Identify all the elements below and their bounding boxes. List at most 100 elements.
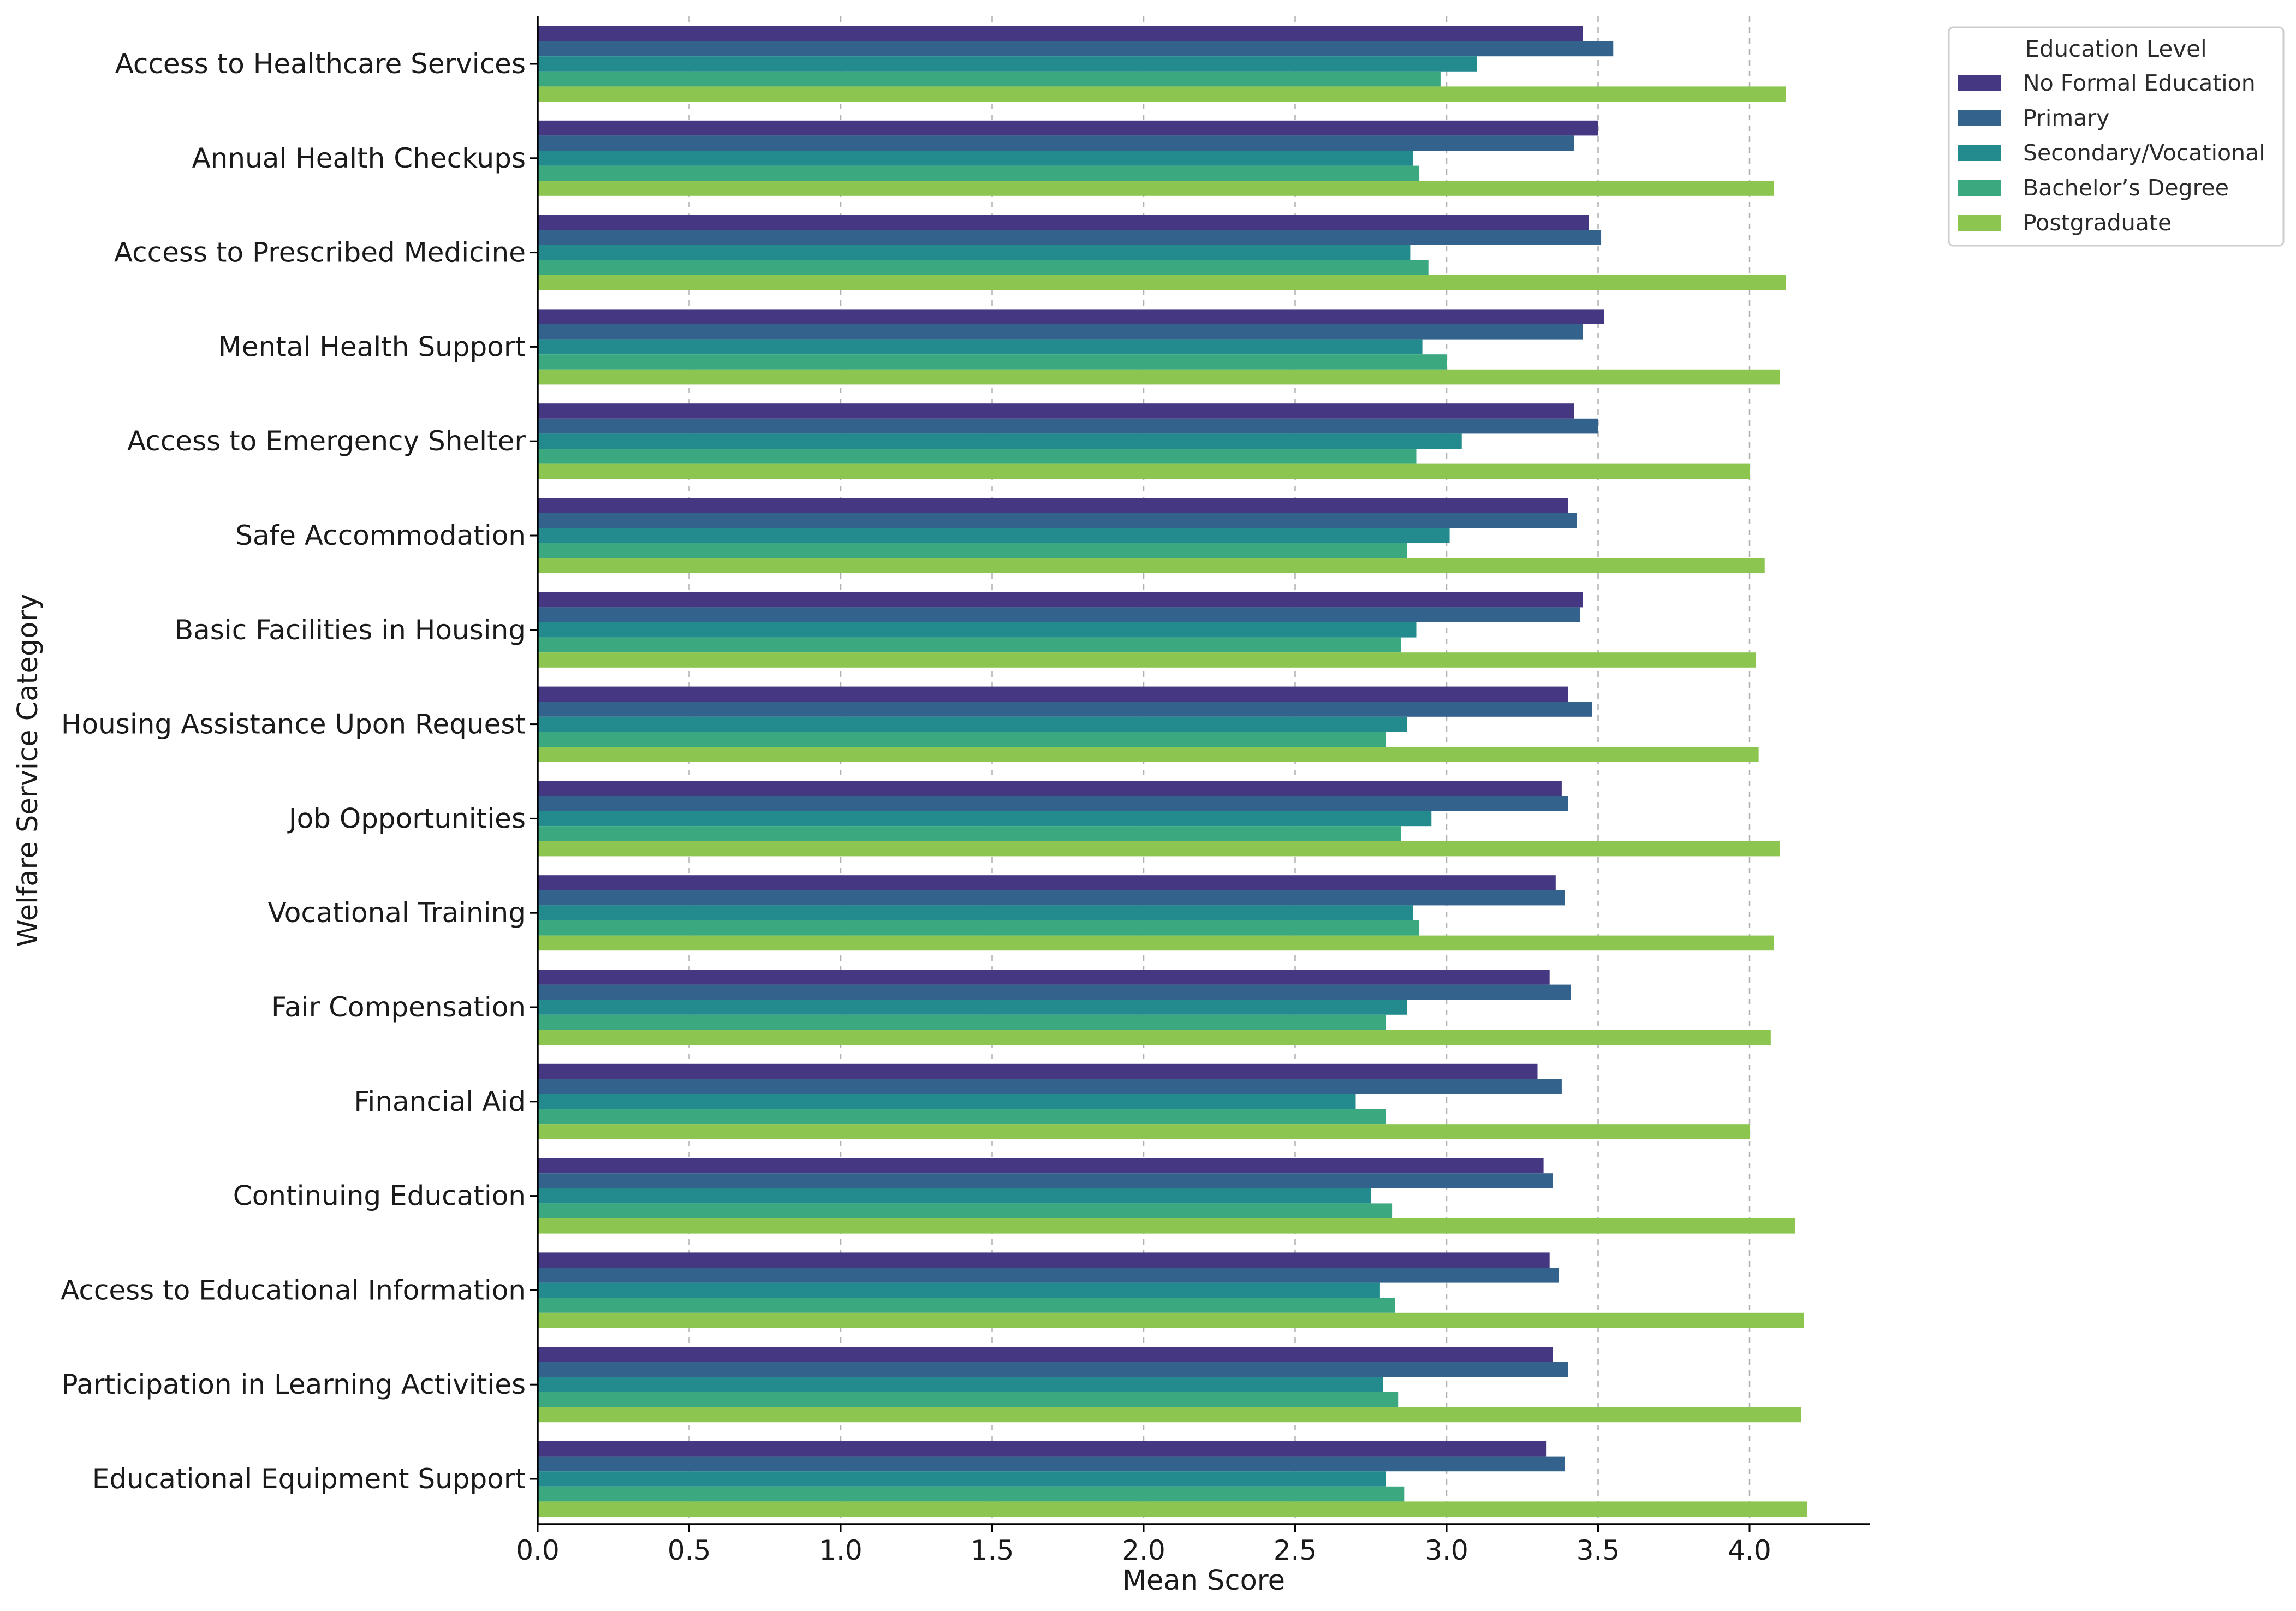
category-group — [538, 970, 1771, 1045]
y-tick-label: Access to Emergency Shelter — [127, 425, 526, 457]
bar — [538, 796, 1568, 811]
x-tick-label: 1.5 — [971, 1535, 1014, 1566]
bar — [538, 984, 1571, 1000]
bar — [538, 26, 1583, 41]
bar — [538, 1188, 1371, 1204]
bar — [538, 1109, 1386, 1125]
bar — [538, 1456, 1565, 1472]
bar — [538, 841, 1780, 857]
axes — [537, 16, 1870, 1525]
bar — [538, 702, 1592, 717]
bar — [538, 528, 1450, 543]
bar — [538, 1501, 1807, 1517]
x-ticks: 0.0 0.5 1.0 1.5 2.0 2.5 3.0 3.5 4.0 — [516, 1524, 1771, 1566]
bar — [538, 135, 1574, 151]
bar — [538, 165, 1420, 181]
bar — [538, 543, 1407, 558]
category-group — [538, 403, 1750, 479]
y-ticks: Access to Healthcare Services Annual Heal… — [61, 48, 538, 1495]
y-tick-label: Access to Healthcare Services — [115, 48, 526, 80]
category-group — [538, 875, 1774, 951]
bar — [538, 1362, 1568, 1377]
bar — [538, 463, 1750, 479]
legend-swatch — [1958, 75, 2001, 91]
legend-title: Education Level — [2025, 35, 2206, 62]
y-tick-label: Housing Assistance Upon Request — [61, 709, 526, 740]
bar — [538, 1471, 1386, 1487]
y-tick-label: Fair Compensation — [271, 991, 526, 1023]
y-tick-label: Educational Equipment Support — [92, 1463, 526, 1495]
category-group — [538, 1347, 1801, 1423]
bar — [538, 935, 1774, 951]
bar — [538, 970, 1550, 985]
bar — [538, 905, 1413, 920]
x-tick-label: 4.0 — [1728, 1535, 1771, 1566]
category-group — [538, 1158, 1795, 1234]
bar — [538, 1173, 1553, 1188]
bar — [538, 181, 1774, 196]
bar — [538, 1347, 1553, 1362]
bars — [538, 26, 1807, 1517]
bar — [538, 230, 1602, 245]
legend-frame — [1948, 26, 2285, 247]
y-tick-label: Vocational Training — [267, 897, 526, 929]
bar — [538, 1486, 1405, 1502]
bar — [538, 1298, 1395, 1313]
bar — [538, 1079, 1562, 1094]
bar — [538, 245, 1411, 260]
x-tick-label: 2.5 — [1274, 1535, 1317, 1566]
category-group — [538, 781, 1780, 857]
category-group — [538, 592, 1756, 668]
bar — [538, 781, 1562, 796]
bar — [538, 369, 1780, 385]
bar — [538, 716, 1407, 732]
y-tick-label: Basic Facilities in Housing — [175, 614, 526, 646]
bar — [538, 151, 1413, 166]
bar — [538, 558, 1765, 573]
y-tick-label: Safe Accommodation — [235, 520, 526, 551]
y-tick-label: Job Opportunities — [287, 802, 526, 834]
x-axis-title: Mean Score — [1122, 1565, 1285, 1597]
bar — [538, 1030, 1771, 1045]
bar — [538, 875, 1556, 890]
bar — [538, 1312, 1804, 1328]
bar — [538, 811, 1432, 827]
bar — [538, 607, 1580, 622]
bar — [538, 56, 1477, 72]
x-tick-label: 1.0 — [819, 1535, 863, 1566]
bar — [538, 354, 1447, 370]
bar — [538, 1392, 1399, 1407]
bar — [538, 890, 1565, 906]
x-tick-label: 3.0 — [1425, 1535, 1468, 1566]
bar — [538, 120, 1598, 136]
bar — [538, 622, 1417, 638]
bar — [538, 418, 1598, 434]
y-tick-label: Access to Prescribed Medicine — [114, 237, 526, 269]
bar — [538, 324, 1583, 340]
legend-swatch — [1958, 215, 2001, 231]
bar — [538, 1407, 1801, 1423]
bar — [538, 920, 1420, 936]
category-group — [538, 1441, 1807, 1517]
legend-label: Secondary/Vocational — [2023, 140, 2265, 166]
bar — [538, 1268, 1559, 1283]
category-group — [538, 215, 1786, 290]
bar — [538, 1377, 1383, 1392]
bar — [538, 403, 1574, 419]
y-tick-label: Annual Health Checkups — [192, 142, 526, 174]
bar — [538, 1124, 1750, 1139]
legend-label: Bachelor’s Degree — [2023, 175, 2229, 201]
legend-swatch — [1958, 145, 2001, 161]
legend-label: Postgraduate — [2023, 210, 2172, 236]
bar — [538, 1252, 1550, 1268]
category-group — [538, 26, 1786, 102]
bar — [538, 1158, 1544, 1174]
category-group — [538, 309, 1780, 385]
y-tick-label: Financial Aid — [354, 1086, 526, 1117]
x-tick-label: 0.0 — [516, 1535, 560, 1566]
bar — [538, 732, 1386, 747]
category-group — [538, 1063, 1750, 1139]
bar — [538, 449, 1417, 464]
bar — [538, 41, 1614, 57]
bar — [538, 1218, 1795, 1234]
